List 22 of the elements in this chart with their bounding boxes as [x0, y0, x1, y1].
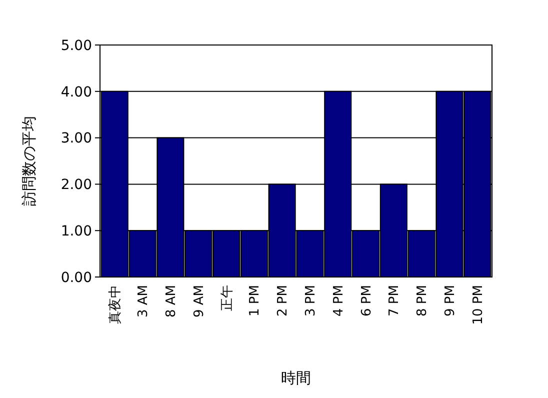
y-tick-label: 1.00	[60, 224, 92, 240]
x-tick-label: 9 PM	[443, 285, 458, 316]
x-tick-label: 1 PM	[248, 285, 263, 316]
x-axis-title: 時間	[281, 369, 311, 387]
x-tick-label: 3 PM	[304, 285, 318, 316]
x-tick-label: 4 PM	[331, 285, 346, 316]
x-tick-label: 7 PM	[387, 285, 402, 316]
x-tick-label: 8 AM	[164, 285, 179, 318]
x-tick-label: 真夜中	[107, 285, 124, 324]
x-tick-label: 3 AM	[136, 285, 152, 318]
x-tick-label: 9 AM	[192, 285, 207, 318]
y-tick-label: 5.00	[60, 38, 92, 54]
y-tick-label: 0.00	[60, 270, 92, 286]
y-tick-label: 2.00	[60, 177, 92, 194]
x-tick-label: 正午	[220, 285, 235, 311]
x-tick-label: 10 PM	[470, 285, 486, 325]
y-tick-label: 3.00	[60, 130, 92, 147]
x-tick-label: 2 PM	[276, 285, 291, 316]
y-tick-label: 4.00	[60, 84, 92, 100]
y-axis-title: 訪問数の平均	[20, 116, 38, 206]
x-tick-label: 8 PM	[415, 285, 430, 316]
x-tick-label: 6 PM	[359, 285, 374, 316]
